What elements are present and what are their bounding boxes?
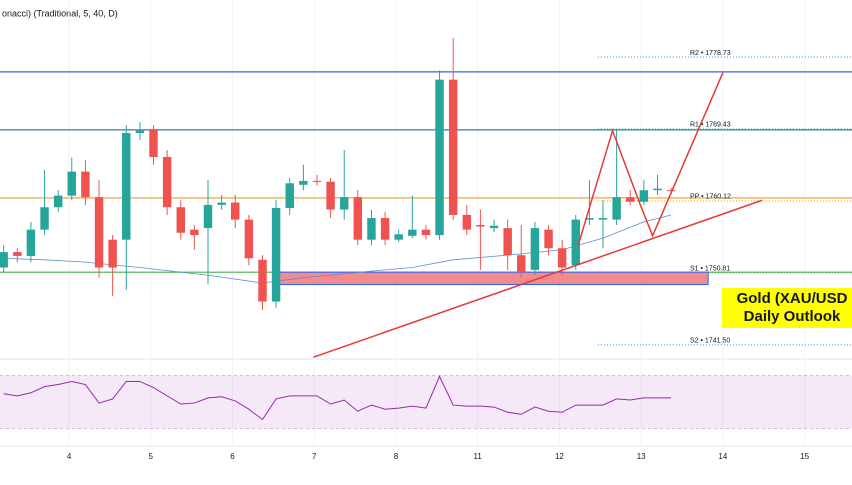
x-tick-label: 6	[230, 452, 235, 461]
candle-body	[53, 195, 63, 208]
x-tick-label: 8	[394, 452, 399, 461]
candle-body	[40, 207, 49, 230]
candle-body	[394, 234, 403, 240]
pivot-label: R1 • 1769.43	[690, 122, 731, 129]
candle-body	[639, 190, 649, 202]
candle-body	[217, 202, 226, 205]
candle-body	[0, 252, 8, 268]
x-tick-label: 5	[149, 452, 154, 461]
candle-body	[367, 218, 376, 240]
candle-body	[299, 180, 308, 185]
candle-body	[653, 188, 662, 191]
candle-body	[190, 229, 199, 236]
candle-body	[13, 252, 22, 256]
x-tick-label: 14	[718, 452, 727, 461]
pivot-label: S2 • 1741.50	[690, 338, 730, 345]
candle-body	[162, 156, 172, 208]
candle-body	[626, 197, 635, 202]
candle-body	[585, 218, 594, 220]
candle-body	[340, 197, 349, 210]
candle-body	[149, 129, 158, 157]
candle-body	[476, 225, 485, 227]
candle-body	[462, 214, 472, 230]
candle-body	[26, 229, 36, 256]
x-tick-label: 4	[67, 452, 72, 461]
candle-body	[285, 183, 294, 208]
candle-body	[408, 229, 417, 236]
candle-body	[571, 219, 580, 266]
candle-body	[435, 79, 444, 236]
pivot-label: PP • 1760.12	[690, 194, 731, 201]
pivot-label: R2 • 1778.73	[690, 50, 731, 57]
candle-body	[380, 218, 390, 240]
candle-body	[94, 197, 104, 268]
candle-body	[203, 204, 213, 229]
candle-body	[122, 132, 131, 240]
candle-body	[353, 197, 363, 240]
moving-average	[3, 214, 672, 284]
indicator-label: onacci) (Traditional, 5, 40, D)	[2, 8, 118, 18]
trendline	[313, 199, 763, 358]
badge-text: Gold (XAU/USD	[737, 290, 848, 307]
candle-body	[244, 219, 254, 259]
candle-body	[271, 207, 281, 302]
candle-body	[517, 255, 526, 273]
zigzag-projection	[577, 72, 724, 246]
candle-body	[612, 197, 621, 220]
candle-body	[544, 229, 553, 249]
x-tick-label: 13	[637, 452, 646, 461]
candle-body	[448, 79, 458, 215]
candle-body	[312, 180, 322, 182]
candle-body	[489, 225, 499, 229]
candle-body	[176, 207, 186, 233]
candle-body	[666, 190, 676, 192]
candle-body	[530, 228, 540, 270]
x-tick-label: 7	[312, 452, 317, 461]
candle-body	[258, 259, 267, 302]
pivot-label: S1 • 1750.81	[690, 266, 730, 273]
candle-body	[81, 171, 90, 198]
rsi-band	[0, 375, 852, 429]
badge	[722, 288, 852, 328]
badge-text: Daily Outlook	[744, 308, 841, 325]
x-tick-label: 11	[474, 452, 483, 461]
candle-body	[230, 202, 240, 220]
rsi-line	[3, 375, 672, 421]
candle-body	[135, 130, 145, 133]
candle-body	[421, 229, 431, 236]
candle-body	[503, 228, 512, 256]
candle-body	[557, 248, 567, 268]
candle-body	[326, 181, 335, 210]
x-tick-label: 15	[800, 452, 809, 461]
x-tick-label: 12	[555, 452, 564, 461]
candle-body	[67, 171, 76, 196]
candle-body	[598, 218, 608, 220]
candle-body	[108, 239, 117, 268]
